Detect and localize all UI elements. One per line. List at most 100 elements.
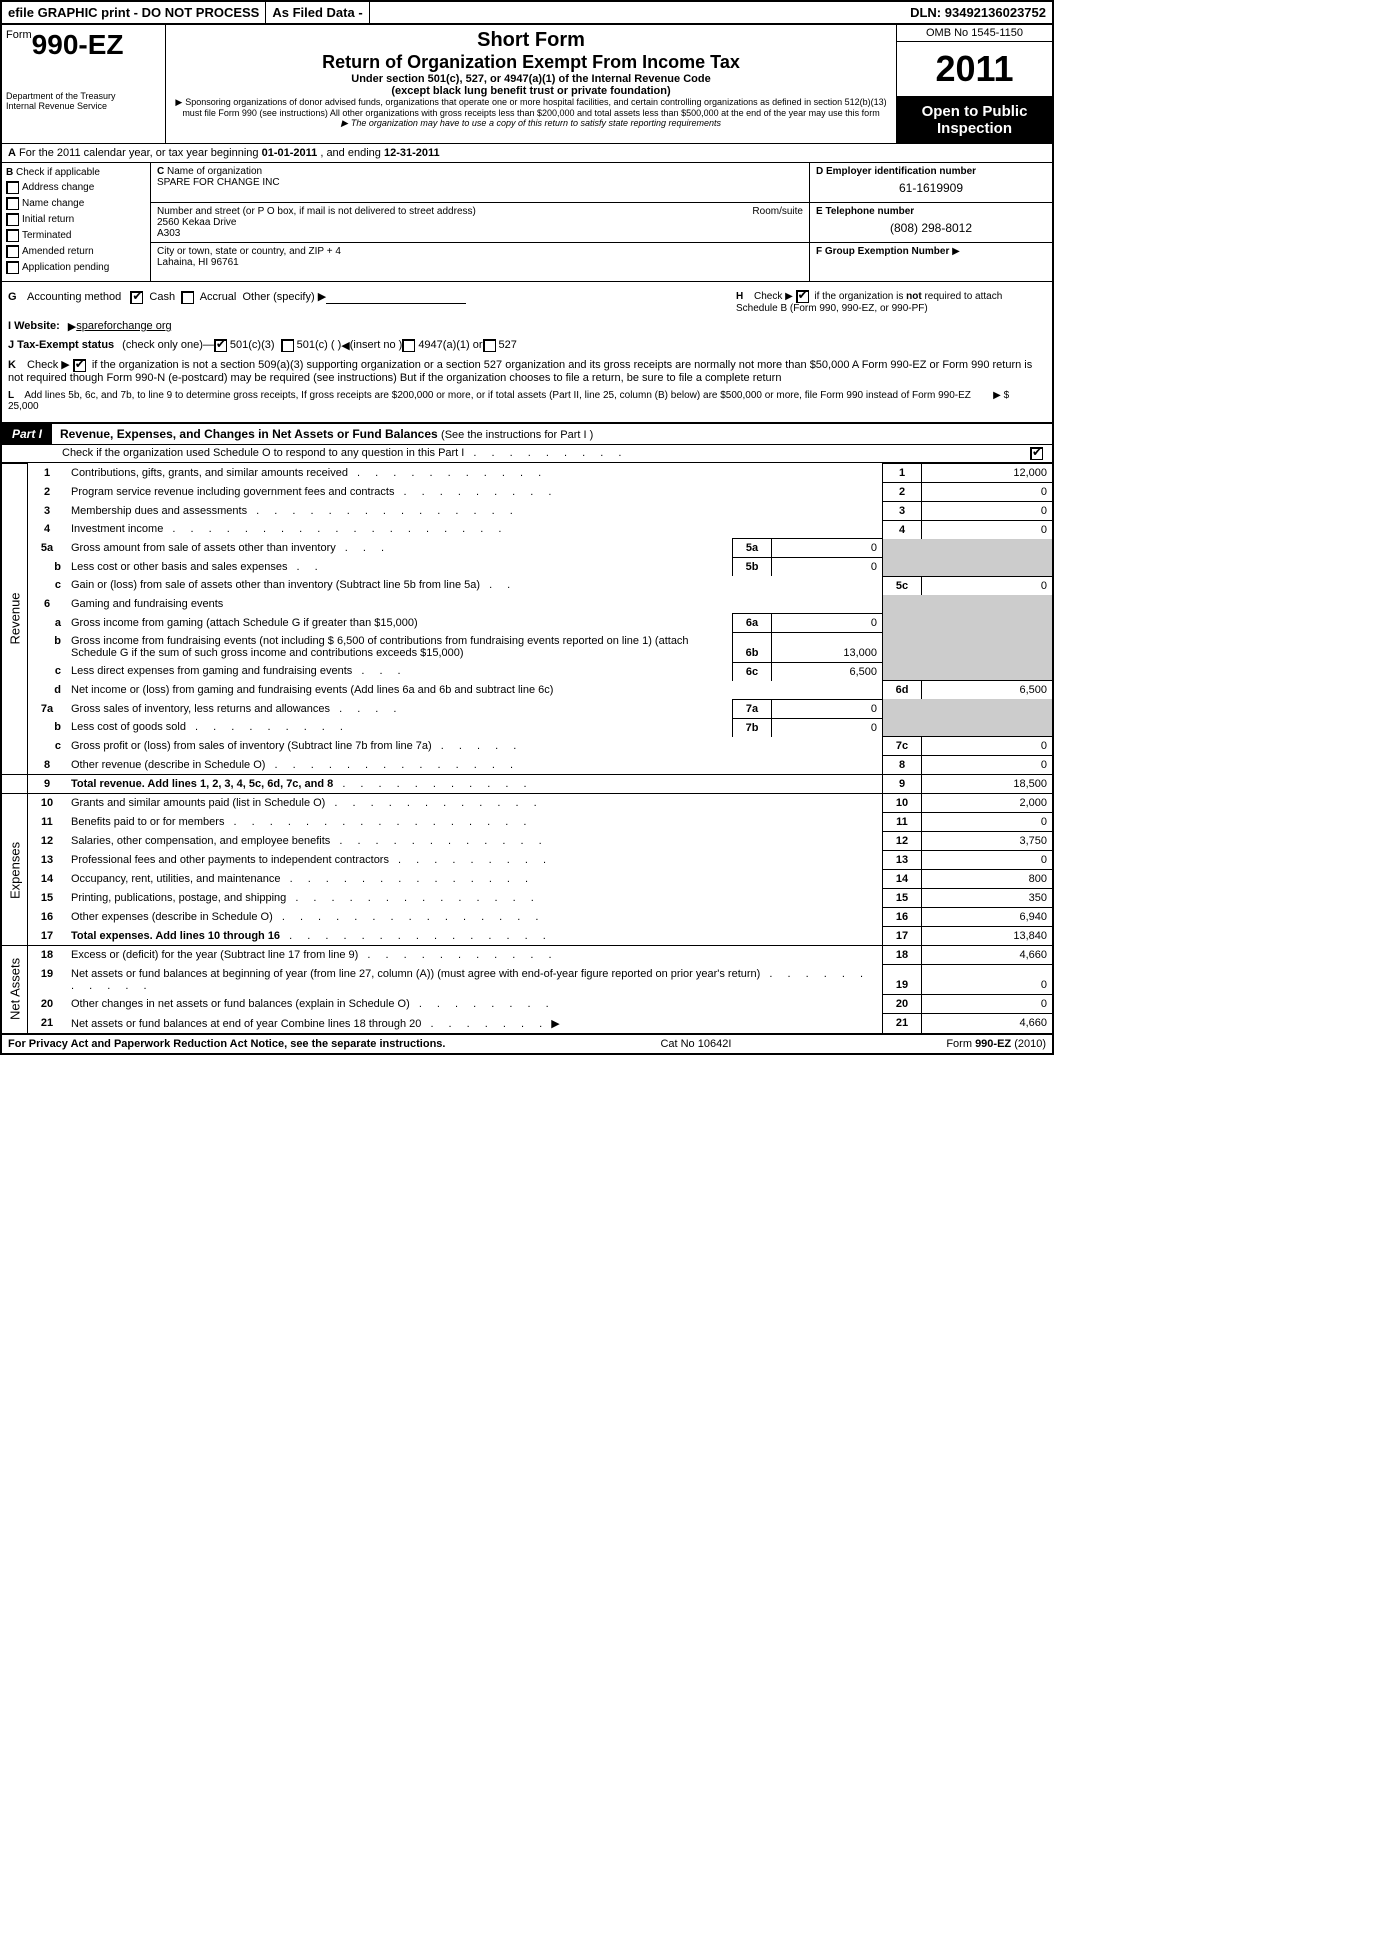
line-6a: a Gross income from gaming (attach Sched… [2,613,1052,632]
j-insert: (insert no ) [350,339,403,352]
h-check: Check ▶ [754,291,793,302]
addr-line1: 2560 Kekaa Drive [157,217,237,228]
website-link[interactable]: spareforchange org [76,320,171,333]
label-b: B [6,167,13,178]
label-d: D Employer identification number [816,166,976,177]
h-text2: if the organization is [814,291,903,302]
line-9: 9 Total revenue. Add lines 1, 2, 3, 4, 5… [2,775,1052,794]
label-f: F Group Exemption Number [816,246,949,257]
section-a: A For the 2011 calendar year, or tax yea… [2,144,1052,163]
j-4947: 4947(a)(1) or [418,339,482,352]
chk-501c3[interactable] [214,339,227,352]
label-k: K [8,359,16,371]
chk-terminated[interactable]: Terminated [6,229,146,242]
l-amount: 25,000 [8,401,39,412]
org-name: SPARE FOR CHANGE INC [157,177,280,188]
label-l: L [8,390,14,401]
info-grid: B Check if applicable Address change Nam… [2,163,1052,282]
dept-irs: Internal Revenue Service [6,101,161,111]
addr-line2: A303 [157,228,180,239]
chk-name-change[interactable]: Name change [6,197,146,210]
phone-cell: E Telephone number (808) 298-8012 [810,203,1052,242]
line-5a: 5a Gross amount from sale of assets othe… [2,539,1052,558]
k-check-text: Check ▶ [27,359,70,371]
chk-527[interactable] [483,339,496,352]
j-text: (check only one)— [122,339,214,352]
chk-4947[interactable] [402,339,415,352]
line-6c: c Less direct expenses from gaming and f… [2,662,1052,681]
room-label: Room/suite [752,206,803,217]
chk-schedule-o[interactable] [1030,447,1043,460]
other-specify-blank[interactable] [326,291,466,304]
subtitle: Under section 501(c), 527, or 4947(a)(1)… [170,73,892,85]
city-label: City or town, state or country, and ZIP … [157,246,341,257]
l-amount-label: ▶ $ [993,390,1009,401]
k-body: if the organization is not a section 509… [8,359,1032,384]
chk-501c[interactable] [281,339,294,352]
dots: . . . . . . . . . [464,447,1030,460]
city-cell: City or town, state or country, and ZIP … [151,243,810,282]
row-j: J Tax-Exempt status (check only one)— 50… [8,339,1046,352]
address-cell: Number and street (or P O box, if mail i… [151,203,810,242]
form-prefix: Form [6,29,32,41]
dln-label: DLN: [910,5,941,20]
h-not: not [906,291,922,302]
row-g: G Accounting method Cash Accrual Other (… [8,290,736,314]
chk-amended-return[interactable]: Amended return [6,245,146,258]
open-public-2: Inspection [899,120,1050,137]
part1-label: Part I [2,424,52,444]
group-exemption-cell: F Group Exemption Number ▶ [810,243,1052,282]
line-5c: c Gain or (loss) from sale of assets oth… [2,576,1052,595]
open-public-1: Open to Public [899,103,1050,120]
label-i: I Website: [8,320,60,333]
label-c: C [157,166,164,177]
col-cde: C Name of organization SPARE FOR CHANGE … [151,163,1052,281]
footer-form: Form 990-EZ (2010) [946,1038,1046,1050]
accrual-label: Accrual [200,291,237,303]
header-note2: The organization may have to use a copy … [170,118,892,129]
form-990ez: efile GRAPHIC print - DO NOT PROCESS As … [0,0,1054,1055]
line-4: 4 Investment income . . . . . . . . . . … [2,520,1052,539]
header-left: Form990-EZ Department of the Treasury In… [2,25,166,143]
line-12: 12 Salaries, other compensation, and emp… [2,832,1052,851]
part1-title: Revenue, Expenses, and Changes in Net As… [60,427,438,441]
dln-value: 93492136023752 [945,5,1046,20]
line-1: Revenue 1 Contributions, gifts, grants, … [2,463,1052,482]
chk-accrual[interactable] [181,291,194,304]
subtitle2: (except black lung benefit trust or priv… [170,85,892,97]
footer-privacy: For Privacy Act and Paperwork Reduction … [8,1038,445,1050]
cash-label: Cash [149,291,175,303]
open-to-public: Open to Public Inspection [897,97,1052,143]
chk-k[interactable] [73,359,86,372]
lines-table: Revenue 1 Contributions, gifts, grants, … [2,463,1052,1033]
line-19: 19 Net assets or fund balances at beginn… [2,965,1052,995]
org-name-cell: C Name of organization SPARE FOR CHANGE … [151,163,810,202]
row-k: K Check ▶ if the organization is not a s… [8,358,1046,384]
chk-initial-return[interactable]: Initial return [6,213,146,226]
chk-application-pending[interactable]: Application pending [6,261,146,274]
ein-value: 61-1619909 [816,177,1046,195]
j-501c3: 501(c)(3) [230,339,275,352]
year-begin: 01-01-2011 [262,147,318,159]
row-h: H Check ▶ if the organization is not req… [736,290,1046,314]
line-8: 8 Other revenue (describe in Schedule O)… [2,756,1052,775]
return-title: Return of Organization Exempt From Incom… [170,52,892,73]
line-10: Expenses 10 Grants and similar amounts p… [2,794,1052,813]
line-18: Net Assets 18 Excess or (deficit) for th… [2,946,1052,965]
other-label: Other (specify) [243,291,315,303]
omb-number: OMB No 1545-1150 [897,25,1052,42]
line-14: 14 Occupancy, rent, utilities, and maint… [2,870,1052,889]
form-header: Form990-EZ Department of the Treasury In… [2,25,1052,144]
year-mid: , and ending [320,147,381,159]
j-501c: 501(c) ( ) [297,339,342,352]
form-number: 990-EZ [32,29,124,60]
footer-cat-no: Cat No 10642I [660,1038,731,1050]
j-527: 527 [499,339,517,352]
chk-cash[interactable] [130,291,143,304]
line-6d: d Net income or (loss) from gaming and f… [2,681,1052,700]
chk-address-change[interactable]: Address change [6,181,146,194]
chk-h[interactable] [796,290,809,303]
line-6: 6 Gaming and fundraising events [2,595,1052,614]
as-filed: As Filed Data - [266,2,369,23]
l-text: Add lines 5b, 6c, and 7b, to line 9 to d… [24,390,971,401]
